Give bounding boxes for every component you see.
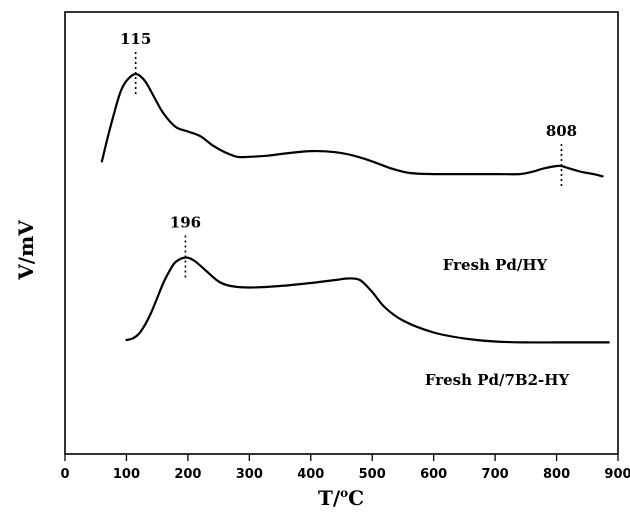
peak-label-115: 115 [120,30,151,48]
x-tick-label-900: 900 [604,467,630,482]
x-tick-label-700: 700 [482,467,509,482]
y-axis-title: V/mV [14,220,38,281]
series-label-2: Fresh Pd/7B2-HY [425,371,570,389]
peak-label-196: 196 [170,214,201,232]
x-axis-tick-labels: 0 100 200 300 400 500 600 700 800 900 [60,467,630,482]
x-tick-label-0: 0 [60,467,69,482]
x-axis-ticks [64,454,619,461]
peak-annotations: 115 808 196 [120,30,577,280]
peak-label-808: 808 [546,122,577,140]
x-tick-label-500: 500 [359,467,386,482]
x-tick-label-100: 100 [113,467,140,482]
plot-frame [64,11,619,455]
series-label-1: Fresh Pd/HY [443,256,548,274]
plot-border [64,11,619,455]
x-tick-label-300: 300 [236,467,263,482]
x-tick-label-800: 800 [543,467,570,482]
x-axis-title-superscript: o [340,486,348,500]
series-lines [100,72,610,344]
x-axis-title-unit: C [348,486,364,510]
x-tick-label-400: 400 [297,467,324,482]
x-tick-label-600: 600 [420,467,447,482]
x-axis-title: T/oC [318,486,364,510]
x-tick-label-200: 200 [174,467,201,482]
series-line-2 [125,256,610,344]
series-line-1 [100,72,604,178]
x-axis-title-main: T/ [318,486,341,510]
series-labels: Fresh Pd/HY Fresh Pd/7B2-HY [425,256,570,389]
